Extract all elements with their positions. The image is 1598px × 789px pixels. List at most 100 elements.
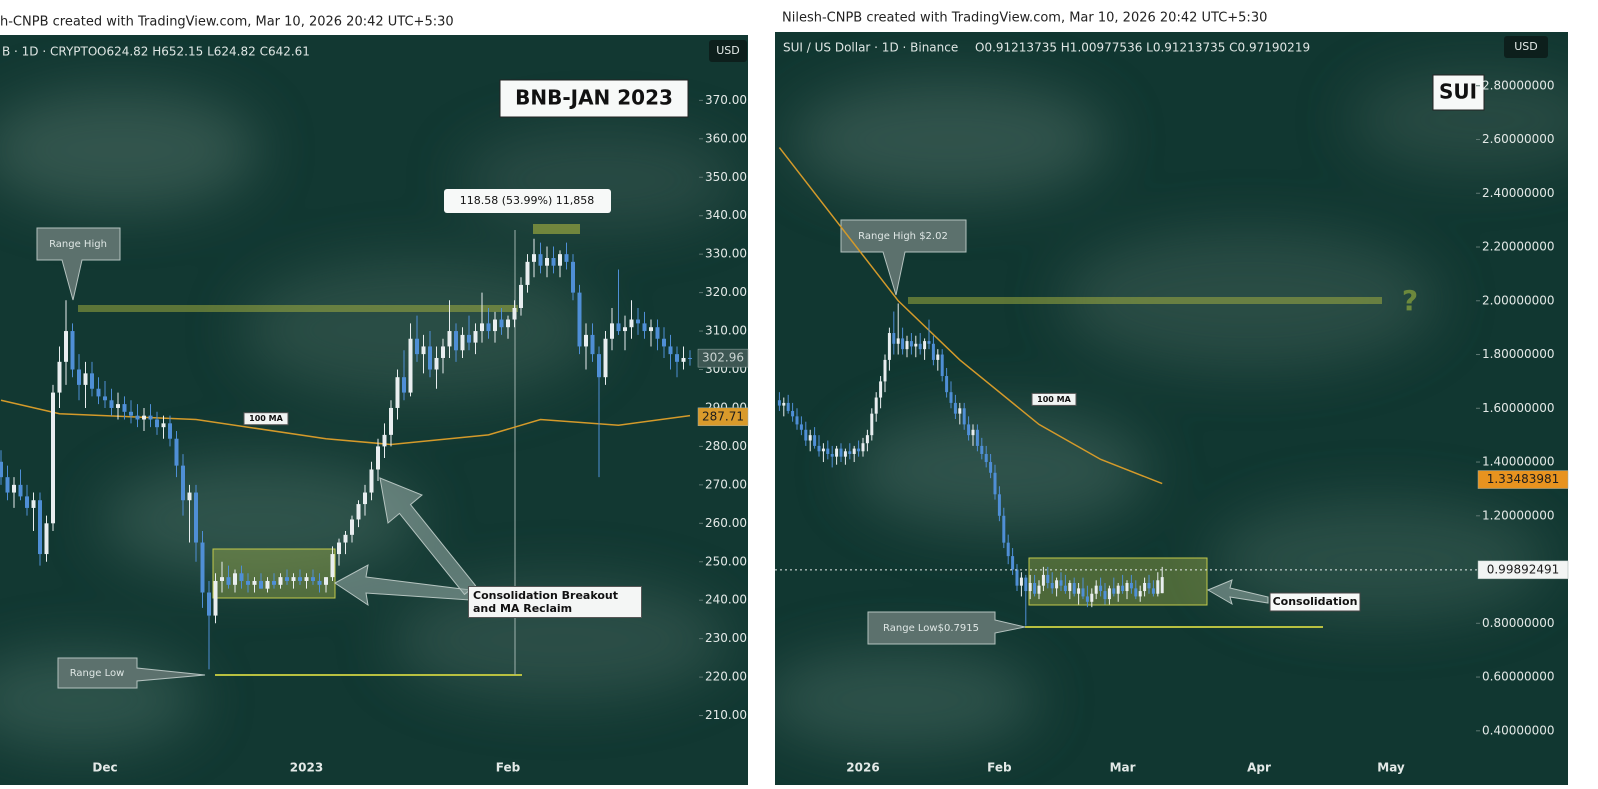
candle-body (1160, 577, 1164, 594)
candle-body (70, 331, 75, 370)
ohlc-readout: O624.82 H652.15 L624.82 C642.61 (97, 45, 310, 59)
candle-body (551, 258, 556, 266)
x-tick-label: 2023 (290, 761, 323, 775)
callout-label: Range High $2.02 (858, 231, 948, 242)
chart-title: BNB-JAN 2023 (515, 86, 673, 110)
candle-body (1019, 577, 1023, 586)
candle-body (64, 331, 68, 362)
candle-body (1006, 542, 1010, 557)
candle-body (5, 477, 10, 493)
candle-body (662, 338, 666, 347)
candle-body (675, 354, 679, 362)
candle-body (1037, 585, 1041, 594)
candle-body (473, 331, 478, 343)
candle-body (1125, 582, 1129, 592)
y-tick-label: 2.80000000 (1482, 78, 1555, 92)
candle-body (629, 319, 634, 328)
candle-body (879, 381, 883, 398)
candle-body (304, 577, 309, 581)
candle-body (155, 419, 159, 428)
candle-body (291, 577, 296, 581)
marks: 210.00 220.00 230.00 240.00 250.00 260.00 270.… (0, 78, 1569, 775)
y-tick-label: 240.00 (705, 593, 747, 607)
candle-body (402, 377, 406, 393)
annotation-label: Consolidation Breakout and MA Reclaim (468, 586, 642, 618)
candle-body (265, 580, 270, 589)
candle-body (843, 451, 847, 457)
candle-body (1011, 556, 1015, 570)
candle-body (207, 592, 211, 616)
candle-body (350, 519, 354, 535)
candle-body (395, 377, 400, 408)
candle-body (623, 327, 627, 332)
candle-body (142, 415, 146, 420)
credit: Nilesh-CNPB created with TradingView.com… (782, 11, 1267, 26)
candle-body (1046, 574, 1050, 583)
y-tick-label: 310.00 (705, 324, 747, 338)
candle-body (603, 338, 608, 378)
candle-body (808, 435, 812, 441)
range-high-zone (908, 297, 1382, 304)
candle-body (826, 448, 830, 454)
candle-body (852, 448, 856, 454)
candle-body (1151, 588, 1155, 594)
x-tick-label: 2026 (846, 761, 879, 775)
candle-body (1063, 585, 1067, 592)
legend-label: 100 MA (1037, 395, 1071, 404)
candle-body (909, 341, 913, 347)
ohlc-readout: O0.91213735 H1.00977536 L0.91213735 C0.9… (975, 41, 1310, 55)
currency-badge (709, 40, 747, 62)
arrow (1206, 579, 1269, 606)
candle-body (597, 354, 601, 378)
candle-body (0, 461, 3, 478)
target-zone (533, 224, 580, 234)
candle-body (1094, 585, 1098, 594)
candle-body (467, 334, 471, 343)
candle-body (1033, 582, 1037, 594)
candle-body (953, 402, 957, 414)
candle-body (38, 500, 42, 555)
price-tag (1477, 470, 1569, 489)
price-tag (1477, 560, 1569, 580)
callout-label: Range High (49, 239, 107, 250)
candle-body (31, 500, 36, 508)
candle-body (971, 429, 975, 436)
candle-body (1099, 585, 1103, 592)
candle-body (1107, 588, 1111, 600)
candle-body (1121, 585, 1125, 592)
y-tick-label: 2.20000000 (1482, 240, 1555, 254)
candle-body (434, 357, 439, 370)
candle-body (187, 492, 192, 501)
callout-label: Range Low (70, 668, 125, 679)
candle-body (499, 319, 504, 328)
candle-body (1090, 593, 1094, 602)
y-tick-label: 1.40000000 (1482, 455, 1555, 469)
y-tick-label: 230.00 (705, 631, 747, 645)
plot: 100 MA (777, 147, 1164, 626)
candle-body (564, 254, 569, 262)
measure-box (444, 189, 611, 213)
title-box (1432, 74, 1485, 111)
x-tick-label: Feb (987, 761, 1012, 775)
candle-body (1156, 580, 1160, 594)
price-tag-label: 287.71 (702, 409, 744, 423)
candle-body (538, 254, 543, 266)
candle-body (616, 323, 621, 332)
candle-body (122, 404, 127, 412)
y-tick-label: 1.80000000 (1482, 347, 1555, 361)
candle-body (813, 435, 817, 446)
candle-body (1134, 588, 1138, 597)
candle-body (259, 580, 263, 589)
candle-body (200, 542, 205, 593)
y-tick-label: 330.00 (705, 247, 747, 261)
candle-body (44, 523, 49, 555)
candle-body (226, 577, 231, 585)
candle-body (1041, 574, 1045, 586)
candle-body (1028, 582, 1032, 592)
candle-body (168, 423, 172, 439)
y-tick-label: 250.00 (705, 554, 747, 568)
candle-body (997, 494, 1001, 516)
candle-body (945, 376, 949, 393)
candle-body (246, 580, 250, 585)
